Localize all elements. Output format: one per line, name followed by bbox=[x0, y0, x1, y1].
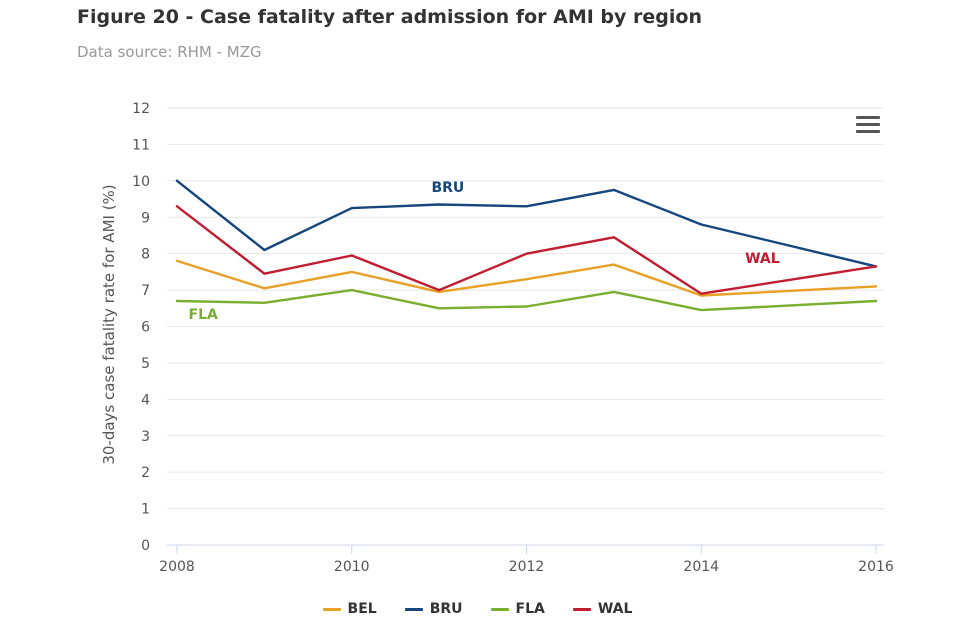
series-line-fla bbox=[175, 288, 878, 312]
series-line-bel bbox=[175, 259, 878, 297]
y-tick-label: 4 bbox=[141, 392, 150, 408]
legend-label: FLA bbox=[515, 601, 545, 617]
x-tick-label: 2010 bbox=[334, 559, 370, 575]
legend-swatch bbox=[572, 607, 591, 611]
x-tick-label: 2014 bbox=[683, 559, 719, 575]
y-tick-label: 2 bbox=[141, 465, 150, 481]
series-annotation-wal: WAL bbox=[745, 251, 780, 267]
y-tick-label: 6 bbox=[141, 320, 150, 336]
y-tick-label: 0 bbox=[141, 538, 150, 554]
y-tick-label: 12 bbox=[132, 101, 150, 117]
y-tick-label: 5 bbox=[141, 356, 150, 372]
x-tick-label: 2012 bbox=[509, 559, 545, 575]
series-annotation-fla: FLA bbox=[189, 307, 218, 323]
chart-subtitle: Data source: RHM - MZG bbox=[77, 43, 262, 61]
y-tick-label: 3 bbox=[141, 429, 150, 445]
legend-item-bel[interactable]: BEL bbox=[322, 601, 377, 617]
legend-swatch bbox=[404, 607, 423, 611]
series-line-wal bbox=[175, 205, 878, 295]
hamburger-menu-icon[interactable] bbox=[853, 114, 883, 138]
y-tick-label: 7 bbox=[141, 283, 150, 299]
legend-item-fla[interactable]: FLA bbox=[490, 601, 545, 617]
legend-label: BEL bbox=[347, 601, 377, 617]
y-tick-label: 11 bbox=[132, 137, 150, 153]
y-tick-label: 1 bbox=[141, 502, 150, 518]
series-line-bru bbox=[175, 179, 878, 268]
chart-legend: BEL BRU FLA WAL bbox=[0, 601, 955, 617]
x-tick-label: 2016 bbox=[858, 559, 894, 575]
x-tick-label: 2008 bbox=[159, 559, 195, 575]
y-tick-label: 10 bbox=[132, 174, 150, 190]
legend-swatch bbox=[490, 607, 509, 611]
y-tick-label: 9 bbox=[141, 210, 150, 226]
legend-label: BRU bbox=[429, 601, 463, 617]
series-annotation-bru: BRU bbox=[431, 180, 464, 196]
legend-item-wal[interactable]: WAL bbox=[572, 601, 633, 617]
y-tick-label: 8 bbox=[141, 247, 150, 263]
legend-item-bru[interactable]: BRU bbox=[404, 601, 463, 617]
legend-label: WAL bbox=[597, 601, 633, 617]
legend-swatch bbox=[322, 607, 341, 611]
y-axis-title: 30-days case fatality rate for AMI (%) bbox=[100, 184, 118, 464]
chart-title: Figure 20 - Case fatality after admissio… bbox=[77, 6, 702, 28]
